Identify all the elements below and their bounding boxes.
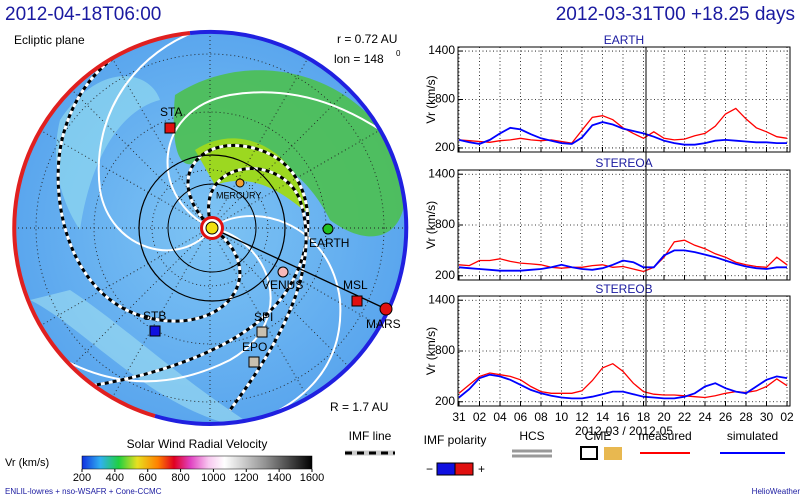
colorbar-tick-label: 400 — [106, 472, 124, 484]
legend-imf-line: IMF line — [349, 429, 392, 443]
series-line — [458, 249, 787, 272]
orbit — [138, 154, 286, 302]
series-line — [458, 121, 787, 146]
body-label: VENUS — [262, 278, 303, 292]
x-tick-label: 22 — [678, 410, 692, 424]
polar-lon-sup: 0 — [396, 49, 401, 58]
legend-imf-polarity: IMF polarity — [424, 433, 487, 447]
x-tick-label: 18 — [637, 410, 651, 424]
y-tick-label: 800 — [435, 217, 455, 231]
panel-title: EARTH — [604, 33, 644, 47]
series-line — [458, 239, 788, 273]
body-marker — [149, 325, 161, 337]
legend-polarity-neg — [436, 462, 456, 476]
x-tick-label: 02 — [473, 410, 487, 424]
series-line — [458, 362, 788, 399]
polarity-rim — [12, 31, 191, 418]
x-tick-label: 30 — [760, 410, 774, 424]
footer-left: ENLIL-lowres + nso-WSAFR + Cone-CCMC — [5, 487, 162, 496]
body-marker — [277, 266, 289, 278]
y-axis-label: Vr (km/s) — [424, 201, 438, 249]
x-tick-label: 10 — [555, 410, 569, 424]
stream — [195, 138, 310, 215]
legend-cme-symbol — [604, 447, 622, 460]
colorbar-tick-label: 800 — [171, 472, 189, 484]
y-tick-label: 800 — [435, 343, 455, 357]
colorbar — [81, 455, 313, 470]
colorbar-tick-label: 200 — [73, 472, 91, 484]
panel-title: STEREOB — [595, 282, 652, 296]
body-marker — [379, 302, 393, 316]
x-axis-label: 2012-03 / 2012-05 — [575, 424, 673, 438]
colorbar-title: Solar Wind Radial Velocity — [127, 437, 268, 451]
y-tick-label: 800 — [435, 92, 455, 106]
polar-radius: R = 1.7 AU — [330, 400, 388, 414]
body-label: EPO — [242, 340, 267, 354]
legend-hcs: HCS — [519, 429, 544, 443]
y-axis-label: Vr (km/s) — [424, 327, 438, 375]
x-tick-label: 28 — [739, 410, 753, 424]
body-marker — [322, 223, 334, 235]
legend-polarity-pos — [454, 462, 474, 476]
colorbar-label: Vr (km/s) — [5, 457, 49, 469]
body-label: STB — [143, 309, 166, 323]
body-label: MERCURY — [216, 190, 261, 200]
y-axis-label: Vr (km/s) — [424, 75, 438, 123]
footer-right: HelioWeather — [752, 487, 800, 496]
y-tick-label: 1400 — [428, 292, 455, 306]
legend-plus: + — [478, 462, 485, 476]
y-tick-label: 200 — [435, 140, 455, 154]
y-tick-label: 200 — [435, 394, 455, 408]
header-left: 2012-04-18T06:00 — [5, 4, 161, 25]
body-label: SPI — [254, 310, 273, 324]
legend-label: simulated — [727, 429, 778, 443]
body-marker — [235, 178, 245, 188]
colorbar-tick-label: 1600 — [300, 472, 324, 484]
legend-label: measured — [638, 429, 691, 443]
y-tick-label: 1400 — [428, 166, 455, 180]
body-marker — [248, 356, 260, 368]
x-tick-label: 12 — [575, 410, 589, 424]
polar-plot: STA MERCURY EARTH VENUS MSL MARS STB SPI… — [12, 29, 409, 426]
x-tick-label: 16 — [616, 410, 630, 424]
colorbar-tick-label: 1400 — [267, 472, 291, 484]
body-label: MARS — [366, 317, 401, 331]
colorbar-tick-label: 1000 — [201, 472, 225, 484]
body-label: MSL — [343, 278, 368, 292]
series-line — [458, 373, 788, 400]
colorbar-tick-label: 600 — [139, 472, 157, 484]
stream — [30, 290, 260, 424]
x-tick-label: 06 — [514, 410, 528, 424]
header-right: 2012-03-31T00 +18.25 days — [556, 4, 795, 25]
x-tick-label: 04 — [493, 410, 507, 424]
y-tick-label: 200 — [435, 268, 455, 282]
imf-lines — [19, 32, 406, 424]
x-tick-label: 14 — [596, 410, 610, 424]
body-marker — [256, 326, 268, 338]
body-label: STA — [160, 105, 182, 119]
x-tick-label: 02 — [780, 410, 794, 424]
polar-lon: lon = 148 — [334, 52, 384, 66]
x-tick-label: 26 — [719, 410, 733, 424]
orbit — [167, 183, 257, 273]
sun — [205, 221, 219, 235]
body-label: EARTH — [309, 236, 349, 250]
body-marker — [351, 295, 363, 307]
x-tick-label: 08 — [534, 410, 548, 424]
polar-title: Ecliptic plane — [14, 33, 85, 47]
x-tick-label: 31 — [452, 410, 466, 424]
polarity-rim — [154, 29, 409, 426]
y-tick-label: 1400 — [428, 43, 455, 57]
panel-title: STEREOA — [595, 156, 652, 170]
polar-r: r = 0.72 AU — [337, 32, 397, 46]
colorbar-tick-label: 1200 — [234, 472, 258, 484]
stream — [56, 76, 160, 230]
x-tick-label: 20 — [657, 410, 671, 424]
x-tick-label: 24 — [698, 410, 712, 424]
legend-minus: − — [426, 462, 433, 476]
legend-cme-symbol — [580, 446, 598, 460]
legend-cme: CME — [585, 429, 612, 443]
body-marker — [164, 122, 176, 134]
